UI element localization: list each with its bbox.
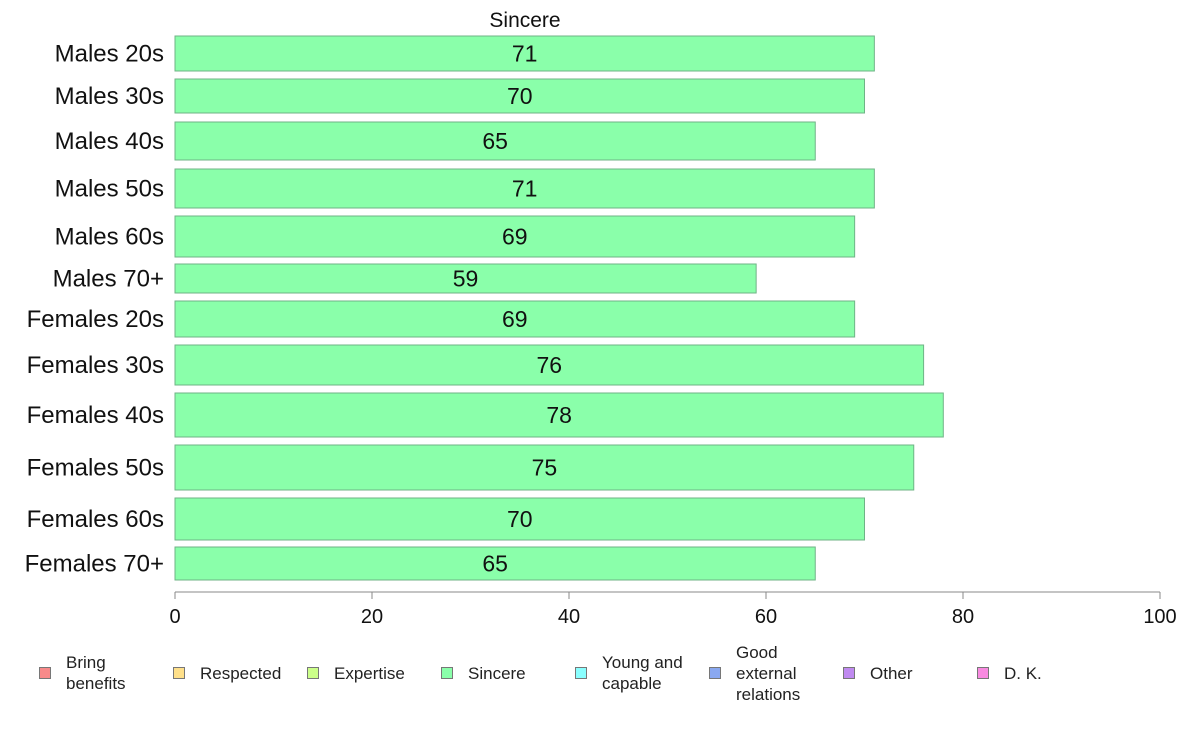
- data-label: 69: [502, 306, 528, 332]
- legend-swatch: [307, 667, 319, 679]
- legend-label: Bring benefits: [66, 653, 126, 693]
- legend-swatch: [709, 667, 721, 679]
- category-label: Females 20s: [27, 306, 164, 333]
- legend-item: Other: [843, 640, 913, 706]
- legend-swatch: [39, 667, 51, 679]
- bar: [174, 121, 816, 161]
- data-label: 59: [453, 266, 479, 292]
- bar: [174, 497, 865, 541]
- legend-swatch: [441, 667, 453, 679]
- bar: [174, 300, 856, 338]
- category-label: Males 40s: [55, 128, 164, 155]
- category-label: Females 50s: [27, 455, 164, 482]
- bar: [174, 392, 944, 438]
- data-label: 65: [482, 551, 508, 577]
- data-label: 78: [546, 402, 572, 428]
- legend-item: Sincere: [441, 640, 526, 706]
- bar: [174, 444, 915, 491]
- data-label: 76: [537, 352, 563, 378]
- data-label: 69: [502, 224, 528, 250]
- category-label: Males 50s: [55, 176, 164, 203]
- bar: [174, 215, 856, 258]
- legend-item: Expertise: [307, 640, 405, 706]
- data-label: 65: [482, 128, 508, 154]
- x-tick-label: 40: [558, 606, 580, 628]
- bar: [174, 263, 757, 294]
- legend: Bring benefits Respected Expertise Sincere Y…: [0, 640, 1188, 730]
- legend-label: D. K.: [1004, 663, 1042, 683]
- category-label: Males 70+: [53, 266, 164, 293]
- data-label: 70: [507, 83, 533, 109]
- legend-swatch: [575, 667, 587, 679]
- legend-item: Young and capable: [575, 640, 683, 706]
- legend-item: Good external relations: [709, 640, 800, 706]
- legend-swatch: [843, 667, 855, 679]
- category-label: Females 40s: [27, 402, 164, 429]
- bar: [174, 546, 816, 581]
- data-label: 71: [512, 41, 538, 67]
- legend-item: D. K.: [977, 640, 1042, 706]
- x-tick-label: 60: [755, 606, 777, 628]
- legend-label: Sincere: [468, 663, 526, 683]
- x-tick-label: 80: [952, 606, 974, 628]
- legend-label: Other: [870, 663, 913, 683]
- legend-label: Good external relations: [736, 642, 801, 704]
- legend-swatch: [977, 667, 989, 679]
- bar-chart-plot: Sincere Males 20s 71 Males 30s 70 Males 40s 6…: [25, 9, 1177, 628]
- x-axis: 0 20 40 60 80 100: [169, 591, 1177, 628]
- data-label: 70: [507, 506, 533, 532]
- legend-label: Respected: [200, 663, 282, 683]
- data-label: 75: [532, 455, 558, 481]
- category-label: Males 60s: [55, 224, 164, 251]
- bar: [174, 344, 925, 386]
- data-label: 71: [512, 176, 538, 202]
- legend-item: Bring benefits: [39, 640, 126, 706]
- bar: [174, 35, 875, 72]
- x-tick-label: 100: [1143, 606, 1176, 628]
- x-tick-label: 0: [169, 606, 180, 628]
- category-label: Females 60s: [27, 506, 164, 533]
- category-label: Females 70+: [25, 551, 164, 578]
- legend-label: Expertise: [334, 663, 405, 683]
- category-label: Males 20s: [55, 41, 164, 68]
- x-tick-label: 20: [361, 606, 383, 628]
- legend-swatch: [173, 667, 185, 679]
- bar: [174, 78, 865, 114]
- chart-title: Sincere: [489, 9, 560, 32]
- bar-group: Males 20s 71 Males 30s 70 Males 40s 65 Males 5…: [25, 35, 944, 581]
- legend-label: Young and capable: [602, 653, 683, 693]
- category-label: Females 30s: [27, 352, 164, 379]
- category-label: Males 30s: [55, 83, 164, 110]
- bar: [174, 168, 875, 209]
- legend-item: Respected: [173, 640, 281, 706]
